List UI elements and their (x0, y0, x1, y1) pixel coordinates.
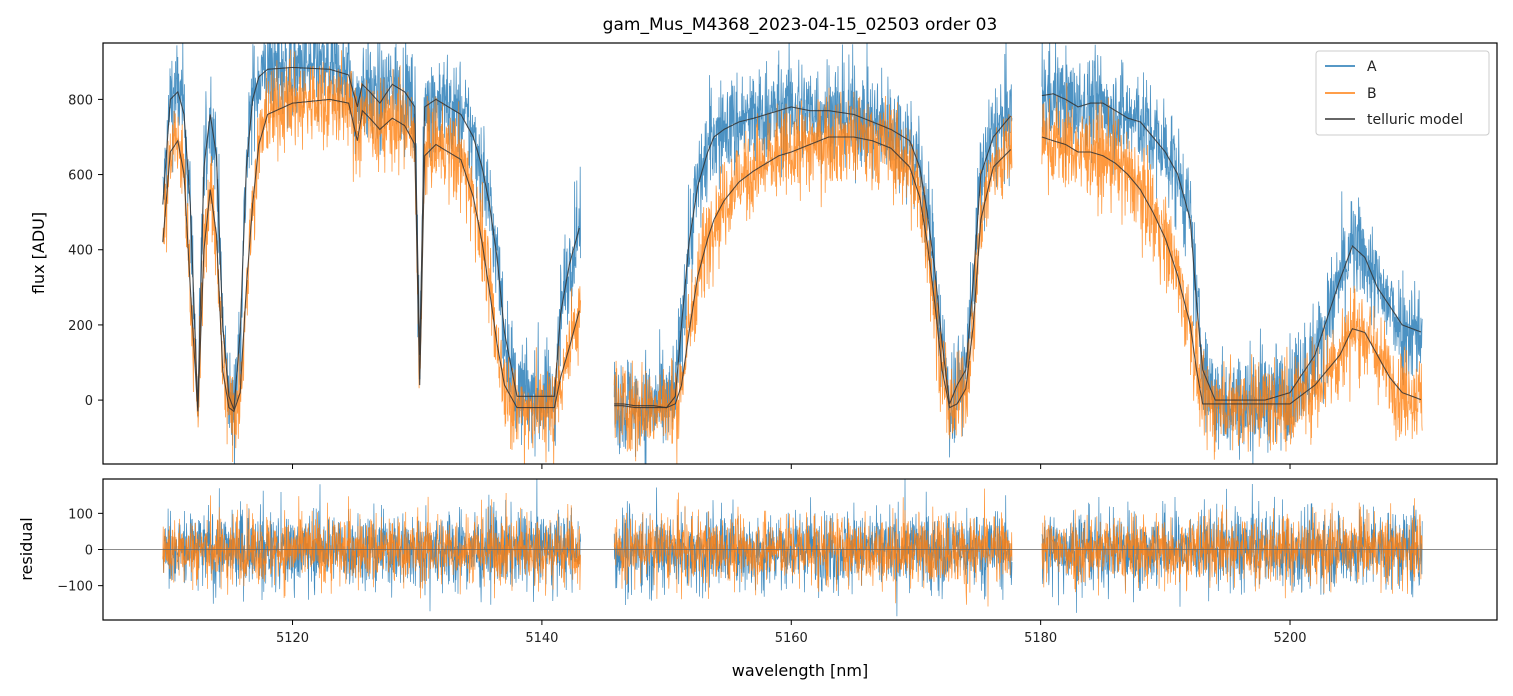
telluric-model-b-3 (1041, 136, 1422, 405)
telluric-model-b-2 (614, 136, 1012, 409)
telluric-model-a-2 (614, 106, 1012, 409)
flux-y-tick-label: 400 (68, 244, 93, 259)
legend-label-a: A (1367, 59, 1377, 75)
residual-y-tick-label: 0 (85, 544, 93, 559)
residual-y-axis-label: residual (17, 517, 36, 580)
x-axis-label: wavelength [nm] (732, 661, 869, 680)
legend-box (1315, 50, 1490, 136)
series-b-trace-2 (613, 87, 1013, 464)
x-tick-label: 5180 (1024, 631, 1057, 646)
flux-panel: 0 200 400 600 800 flux [ADU] A B telluric mo… (29, 42, 1498, 469)
residual-y-tick-label: 100 (68, 507, 93, 522)
series-a-trace-3 (1041, 43, 1423, 464)
x-tick-label: 5120 (276, 631, 309, 646)
residual-y-ticks: −100 0 100 (57, 507, 103, 595)
flux-x-ticks (292, 464, 1291, 469)
telluric-model-b-1 (162, 98, 580, 413)
residual-b-trace-1 (162, 492, 581, 599)
telluric-model-a-3 (1041, 93, 1422, 401)
x-tick-label: 5160 (775, 631, 808, 646)
x-tick-label: 5200 (1273, 631, 1306, 646)
telluric-model-a-1 (162, 66, 580, 410)
residual-panel: −100 0 100 5120 5140 5160 5180 5200 residual w… (17, 478, 1498, 680)
flux-y-tick-label: 800 (68, 93, 93, 108)
chart-title: gam_Mus_M4368_2023-04-15_02503 order 03 (603, 15, 998, 35)
legend: A B telluric model (1315, 50, 1490, 136)
residual-traces (162, 479, 1423, 617)
residual-y-tick-label: −100 (57, 580, 93, 595)
flux-y-ticks: 0 200 400 600 800 (68, 93, 103, 409)
residual-x-ticks: 5120 5140 5160 5180 5200 (276, 620, 1307, 646)
residual-b-trace-3 (1041, 498, 1423, 599)
residual-b-trace-2 (613, 488, 1013, 607)
x-tick-label: 5140 (525, 631, 558, 646)
flux-y-tick-label: 0 (85, 394, 93, 409)
flux-axes-frame (102, 42, 1498, 465)
flux-y-tick-label: 600 (68, 169, 93, 184)
flux-traces (162, 43, 1423, 464)
legend-label-b: B (1367, 86, 1377, 102)
flux-y-axis-label: flux [ADU] (29, 212, 48, 294)
flux-y-tick-label: 200 (68, 319, 93, 334)
legend-label-model: telluric model (1367, 112, 1463, 128)
